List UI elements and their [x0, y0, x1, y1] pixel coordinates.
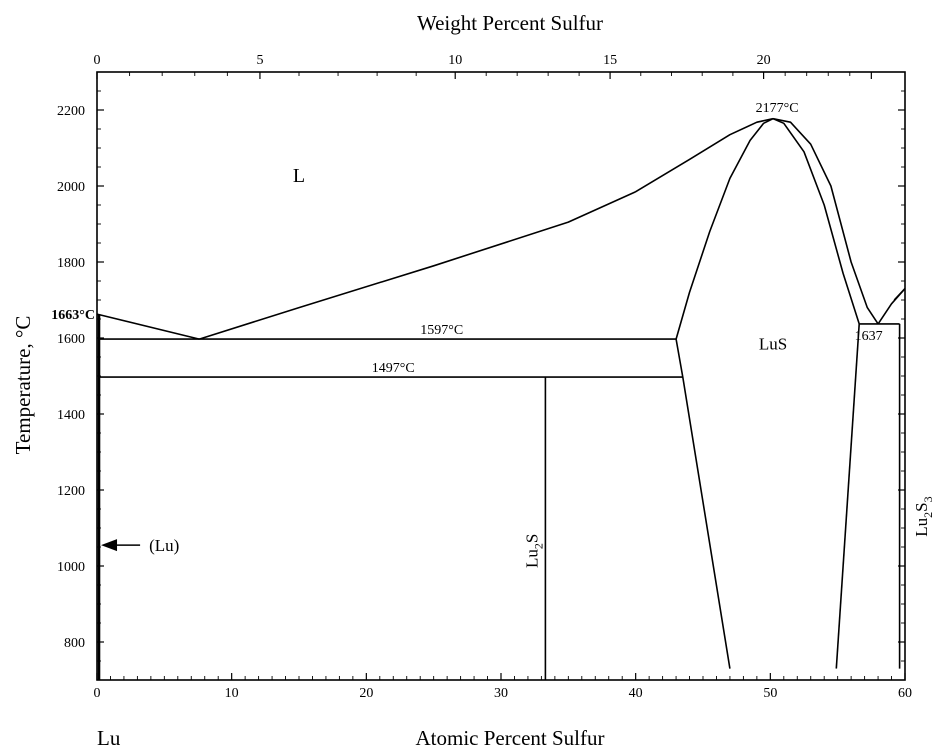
lus-left-boundary [675, 338, 731, 669]
lu2s3-phase-label: Lu2S3 [912, 496, 932, 536]
minor-ticks [97, 71, 905, 681]
x-tick-label: 50 [763, 686, 777, 701]
x-axis-title: Atomic Percent Sulfur [416, 726, 605, 748]
lu-phase-label: (Lu) [149, 536, 179, 555]
x-tick-label: 60 [898, 686, 912, 701]
x-tick-label: 30 [494, 686, 508, 701]
lu-arrow-head [101, 539, 118, 552]
annotations: L LuS 1663°C 1597°C 1497°C 2177°C 1637 [51, 101, 882, 376]
liquidus-main [199, 117, 774, 340]
x2-tick-label: 10 [448, 53, 462, 68]
y-tick-label: 800 [64, 636, 85, 651]
x-tick-labels: 0 10 20 30 40 50 60 [94, 686, 913, 701]
annotation-label: 1597°C [420, 323, 463, 338]
x-tick-label: 0 [94, 686, 101, 701]
x-tick-label: 40 [629, 686, 643, 701]
major-ticks [96, 72, 906, 680]
lu-arrow: (Lu) [101, 536, 179, 555]
y-tick-label: 1200 [57, 484, 85, 499]
lu2s-phase-label: Lu2S [522, 534, 545, 568]
x2-tick-label: 5 [256, 53, 263, 68]
lus-solidus-right [772, 117, 860, 325]
y-tick-label: 2200 [57, 104, 85, 119]
y-axis-title: Temperature, °C [11, 316, 35, 455]
lu2s3-solvus [893, 288, 906, 301]
y-tick-label: 1600 [57, 332, 85, 347]
annotation-label: 2177°C [756, 101, 799, 116]
y-tick-label: 1000 [57, 560, 85, 575]
annotation-label: 1637 [855, 329, 883, 344]
x-tick-label: 10 [225, 686, 239, 701]
x2-tick-label: 0 [94, 53, 101, 68]
x2-tick-labels: 0 5 10 15 20 [94, 53, 771, 68]
annotation-label: LuS [759, 334, 787, 353]
x-tick-label: 20 [359, 686, 373, 701]
x2-tick-label: 20 [757, 53, 771, 68]
lus-solidus-left [675, 117, 774, 340]
annotation-label: 1663°C [51, 308, 95, 323]
y-tick-label: 1800 [57, 256, 85, 271]
annotation-label: 1497°C [372, 361, 415, 376]
y-tick-labels: 800 1000 1200 1400 1600 1800 2000 2200 [57, 104, 85, 651]
plot-area-border [96, 71, 906, 681]
x2-axis-title: Weight Percent Sulfur [417, 11, 603, 35]
x2-tick-label: 15 [603, 53, 617, 68]
liquidus-left [96, 313, 200, 340]
left-element-label: Lu [97, 726, 121, 748]
lus-liquidus-right [772, 117, 879, 325]
y-tick-label: 1400 [57, 408, 85, 423]
annotation-label: L [293, 165, 305, 187]
plot-frame [96, 71, 906, 681]
y-tick-label: 2000 [57, 180, 85, 195]
lus-right-boundary [835, 323, 860, 669]
phase-lines [96, 117, 906, 680]
